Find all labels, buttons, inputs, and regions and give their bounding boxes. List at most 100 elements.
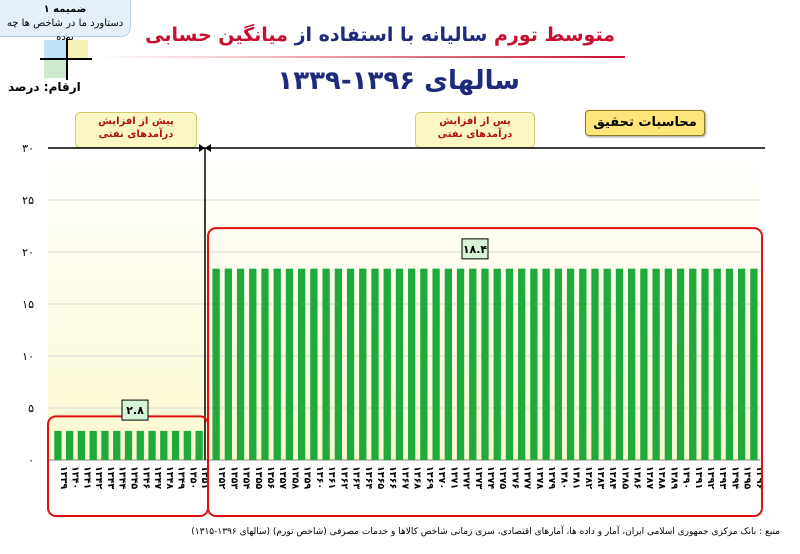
bar (395, 268, 404, 460)
x-tick-label: ۱۳۹۴ (729, 466, 740, 489)
pre-average-label: ۲.۸ (126, 404, 144, 417)
note-post-oil: پس از افزایش درآمدهای نفتی (415, 112, 535, 148)
bar (554, 268, 562, 460)
x-tick-label: ۱۳۶۴ (363, 466, 374, 489)
bar (701, 268, 709, 460)
y-tick-label: ۲۰ (22, 246, 34, 259)
x-tick-label: ۱۳۵۲ (216, 466, 227, 489)
bar (310, 268, 318, 460)
x-tick-label: ۱۳۸۹ (668, 466, 679, 489)
bar (261, 268, 269, 460)
x-tick-label: ۱۳۷۶ (509, 466, 520, 489)
post-period-frame (207, 227, 763, 518)
bar (322, 268, 330, 460)
x-tick-label: ۱۳۷۰ (436, 466, 447, 489)
note-pre-line-2: درآمدهای نفتی (98, 129, 174, 140)
y-tick-label: ۲۵ (22, 194, 34, 207)
note-pre-oil: پیش از افزایش درآمدهای نفتی (75, 112, 197, 148)
x-tick-label: ۱۳۶۶ (387, 466, 398, 489)
bar (334, 268, 342, 460)
x-tick-label: ۱۳۷۴ (485, 466, 496, 489)
x-tick-label: ۱۳۸۱ (571, 466, 582, 489)
x-tick-label: ۱۳۴۰ (70, 466, 81, 489)
x-tick-label: ۱۳۴۱ (81, 466, 92, 489)
logo-icon (40, 38, 92, 80)
x-tick-label: ۱۳۷۸ (534, 466, 545, 489)
bar (249, 268, 257, 460)
bar (652, 268, 660, 460)
x-tick-label: ۱۳۵۵ (253, 466, 264, 489)
bar (54, 430, 62, 460)
y-tick-label: ۱۰ (22, 350, 34, 363)
bar (195, 430, 203, 460)
note-post-line-2: درآمدهای نفتی (437, 129, 513, 140)
bar (628, 268, 636, 460)
x-tick-label: ۱۳۴۹ (176, 466, 187, 489)
research-calculations-button[interactable]: محاسبات تحقیق (585, 110, 705, 136)
bar (725, 268, 734, 460)
bar (518, 268, 526, 460)
bar (579, 268, 587, 460)
x-tick-label: ۱۳۵۸ (289, 466, 300, 489)
title-part-1: متوسط تورم (494, 24, 615, 46)
bar (346, 268, 355, 460)
x-tick-label: ۱۳۶۸ (412, 466, 423, 489)
bar (676, 268, 685, 460)
bar (66, 430, 74, 460)
x-tick-label: ۱۳۶۵ (375, 466, 386, 489)
units-label: ارقام: درصد (8, 80, 81, 94)
bar (113, 430, 121, 460)
y-tick-label: ۱۵ (22, 298, 34, 311)
x-tick-label: ۱۳۶۱ (326, 466, 337, 489)
bar (750, 268, 758, 460)
x-tick-label: ۱۳۷۱ (448, 466, 459, 489)
x-tick-label: ۱۳۴۲ (93, 466, 104, 489)
appendix-subtitle: دستاورد ما در شاخص ها چه بوده (6, 18, 124, 43)
bar (408, 268, 416, 460)
bar (603, 268, 611, 460)
divider-arrow-left (199, 144, 205, 152)
bar (273, 268, 281, 460)
bar (236, 268, 245, 460)
x-tick-label: ۱۳۹۶ (754, 466, 765, 489)
appendix-title: ضمیمه ۱ (43, 4, 87, 15)
x-tick-label: ۱۳۸۲ (583, 466, 594, 489)
bar (505, 268, 514, 460)
x-tick-label: ۱۳۴۵ (129, 466, 140, 489)
bar (124, 430, 133, 460)
bar (591, 268, 599, 460)
x-tick-label: ۱۳۷۹ (546, 466, 557, 489)
x-tick-label: ۱۳۸۴ (607, 466, 618, 489)
x-tick-label: ۱۳۹۱ (693, 466, 704, 489)
x-tick-label: ۱۳۸۸ (656, 466, 667, 489)
bar (298, 268, 306, 460)
x-tick-label: ۱۳۷۳ (473, 466, 484, 489)
bar (183, 430, 191, 460)
x-tick-label: ۱۳۴۷ (152, 466, 163, 489)
x-tick-label: ۱۳۴۳ (105, 466, 116, 489)
x-tick-label: ۱۳۴۸ (164, 466, 175, 489)
bar (160, 430, 168, 460)
x-tick-label: ۱۳۹۲ (705, 466, 716, 489)
y-tick-label: ۳۰ (22, 142, 34, 155)
x-tick-label: ۱۳۸۵ (619, 466, 630, 489)
x-tick-label: ۱۳۵۰ (187, 466, 198, 489)
bar (77, 430, 86, 460)
bar (689, 268, 697, 460)
x-tick-label: ۱۳۹۰ (681, 466, 692, 489)
x-tick-label: ۱۳۳۹ (58, 466, 69, 489)
bar (371, 268, 379, 460)
x-tick-label: ۱۳۹۳ (717, 466, 728, 489)
bar (566, 268, 575, 460)
x-tick-label: ۱۳۵۷ (277, 466, 288, 489)
title-part-3: میانگین حسابی (145, 24, 288, 46)
chart-subtitle: سالهای ۱۳۹۶-۱۳۳۹ (277, 66, 520, 96)
x-tick-label: ۱۳۴۴ (117, 466, 128, 489)
bar (640, 268, 648, 460)
note-post-line-1: پس از افزایش (439, 116, 511, 127)
x-tick-label: ۱۳۸۶ (632, 466, 643, 489)
x-tick-label: ۱۳۵۴ (241, 466, 252, 489)
x-tick-label: ۱۳۹۵ (742, 466, 753, 489)
x-tick-label: ۱۳۸۰ (558, 466, 569, 489)
